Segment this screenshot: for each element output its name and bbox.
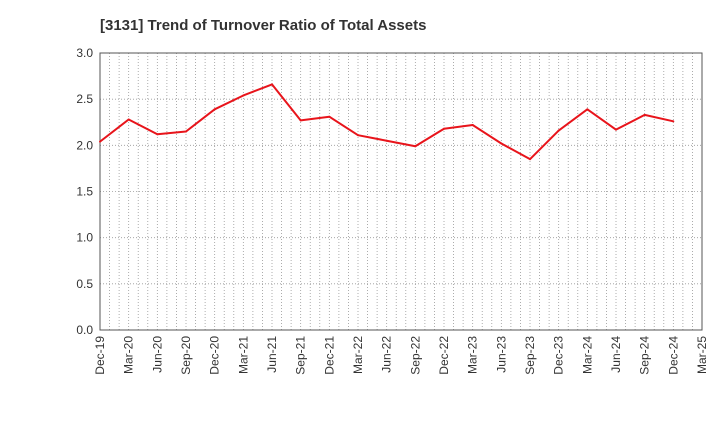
- data-point: [99, 140, 101, 143]
- data-point: [156, 133, 159, 136]
- y-tick-label: 0.5: [76, 277, 93, 291]
- plot-area: [99, 52, 703, 331]
- y-tick-label: 1.5: [76, 185, 93, 199]
- x-tick-label: Jun-24: [609, 336, 623, 373]
- data-point: [586, 108, 589, 111]
- data-point: [127, 118, 130, 121]
- y-tick-label: 0.0: [76, 323, 93, 337]
- x-tick-label: Dec-20: [208, 336, 222, 375]
- x-tick-label: Dec-19: [93, 336, 107, 375]
- x-tick-label: Mar-21: [236, 336, 250, 374]
- x-tick-label: Jun-23: [494, 336, 508, 373]
- data-point: [242, 94, 245, 97]
- x-tick-label: Dec-22: [437, 336, 451, 375]
- x-tick-label: Sep-24: [638, 336, 652, 375]
- grid: [100, 53, 702, 330]
- data-point: [500, 142, 503, 145]
- y-axis: 0.0 0.5 1.0 1.5 2.0 2.5 3.0: [76, 46, 93, 337]
- data-point: [615, 128, 617, 131]
- data-point: [357, 134, 359, 137]
- y-tick-label: 2.0: [76, 138, 93, 152]
- data-point: [443, 127, 445, 130]
- data-point: [471, 124, 474, 127]
- x-tick-label: Mar-20: [122, 336, 136, 374]
- y-tick-label: 2.5: [76, 92, 93, 106]
- x-tick-label: Sep-22: [408, 336, 422, 375]
- y-tick-label: 1.0: [76, 231, 93, 245]
- x-tick-label: Mar-25: [695, 336, 709, 374]
- x-tick-label: Mar-22: [351, 336, 365, 374]
- chart-title: [3131] Trend of Turnover Ratio of Total …: [100, 17, 426, 34]
- x-tick-label: Dec-24: [666, 336, 680, 375]
- x-tick-label: Dec-21: [322, 336, 336, 375]
- x-tick-label: Jun-20: [150, 336, 164, 373]
- x-tick-label: Jun-22: [380, 336, 394, 373]
- x-tick-label: Sep-21: [294, 336, 308, 375]
- data-point: [672, 120, 675, 123]
- x-tick-label: Sep-20: [179, 336, 193, 375]
- data-point: [299, 119, 302, 122]
- y-tick-label: 3.0: [76, 46, 93, 60]
- data-point: [328, 115, 331, 118]
- series-group: [99, 83, 675, 161]
- x-tick-label: Sep-23: [523, 336, 537, 375]
- data-point: [271, 83, 273, 86]
- data-point: [385, 139, 388, 142]
- data-point: [213, 108, 216, 111]
- x-tick-label: Mar-23: [466, 336, 480, 374]
- x-tick-label: Mar-24: [580, 336, 594, 374]
- data-point: [414, 145, 417, 148]
- x-tick-label: Jun-21: [265, 336, 279, 373]
- data-point: [185, 130, 187, 133]
- data-point: [557, 129, 560, 132]
- data-point: [529, 158, 531, 161]
- x-axis: Dec-19 Mar-20 Jun-20 Sep-20 Dec-20 Mar-21 Jun-…: [93, 336, 709, 375]
- data-point: [643, 113, 646, 116]
- x-tick-label: Dec-23: [552, 336, 566, 375]
